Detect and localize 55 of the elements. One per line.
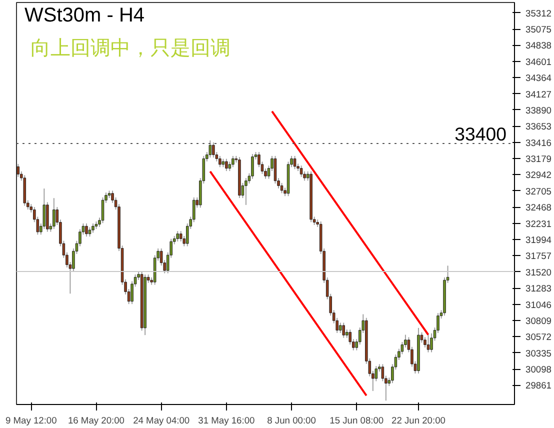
y-tick-label: 34364	[526, 73, 552, 84]
y-tick-label: 30572	[526, 332, 552, 342]
y-tick-label: 29861	[526, 380, 552, 391]
candlestick	[176, 230, 180, 242]
y-tick-label: 32468	[526, 202, 552, 213]
chart-title: WSt30m - H4	[24, 4, 145, 26]
x-tick-label: 9 May 12:00	[5, 416, 57, 426]
y-tick-label: 31994	[526, 235, 552, 246]
y-tick-label: 35312	[526, 8, 552, 18]
candlestick	[232, 155, 234, 168]
candlestick	[274, 155, 277, 184]
y-tick-label: 34127	[526, 89, 552, 100]
candlestick	[88, 226, 92, 238]
y-tick-label: 31046	[526, 300, 552, 310]
y-tick-label: 34601	[526, 56, 552, 67]
y-tick-label: 31520	[526, 267, 552, 278]
y-tick-label: 31283	[526, 284, 552, 294]
y-tick-label: 34838	[526, 40, 552, 51]
candlestick	[101, 196, 104, 224]
y-tick-label: 33179	[526, 154, 552, 164]
y-tick-label: 32942	[526, 170, 552, 180]
text: 向上回调中，只是回调	[30, 36, 230, 60]
y-tick-label: 33416	[526, 138, 552, 148]
x-tick-label: 8 Jun 00:00	[267, 416, 316, 426]
candlestick	[293, 155, 296, 170]
candlestick	[342, 322, 346, 338]
y-tick-label: 30335	[526, 348, 552, 358]
candlestick	[300, 165, 303, 178]
candlestick	[208, 140, 212, 158]
y-tick-label: 32705	[526, 186, 552, 196]
candlestick	[85, 222, 88, 238]
ref-line-label: 33400	[454, 123, 507, 144]
candlestick	[218, 155, 222, 168]
y-tick-label: 32231	[526, 218, 552, 229]
y-tick-label: 35075	[526, 24, 552, 35]
candlestick	[338, 322, 342, 334]
y-tick-label: 31757	[526, 251, 552, 262]
y-tick-label: 33890	[526, 105, 552, 116]
x-tick-label: 15 Jun 08:00	[330, 416, 384, 426]
candlestick	[16, 163, 20, 178]
candlestick	[225, 158, 228, 172]
x-tick-label: 22 Jun 20:00	[392, 416, 446, 426]
candlestick	[426, 334, 430, 353]
candlestick	[244, 178, 248, 206]
candlestick	[251, 154, 254, 180]
candlestick	[92, 222, 94, 234]
y-tick-label: 33653	[526, 122, 552, 132]
x-tick-label: 31 May 16:00	[198, 416, 255, 426]
candlestick	[52, 198, 56, 230]
y-tick-label: 30098	[526, 364, 552, 375]
x-tick-label: 16 May 20:00	[68, 416, 125, 426]
y-tick-label: 30809	[526, 316, 552, 326]
x-tick-label: 24 May 04:00	[133, 416, 190, 426]
candlestick	[212, 142, 215, 158]
candlestick	[280, 182, 284, 194]
